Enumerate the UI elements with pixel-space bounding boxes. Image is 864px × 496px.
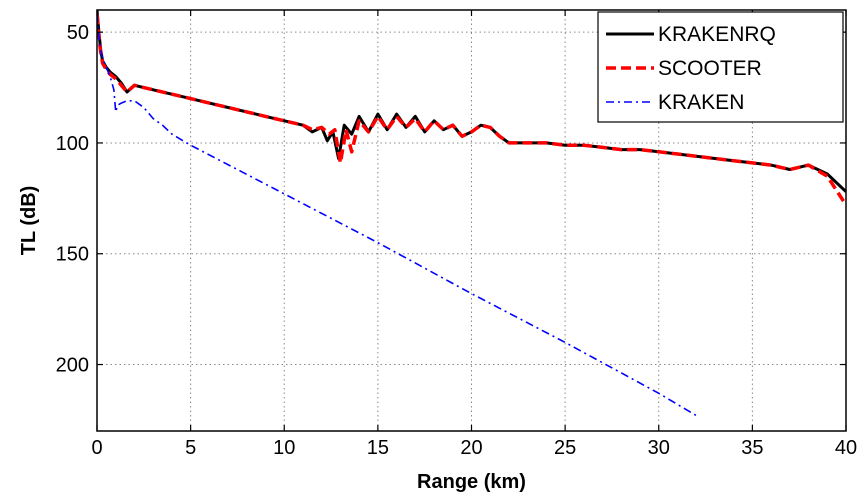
x-tick-label: 30 [648, 437, 670, 459]
x-tick-label: 5 [185, 437, 196, 459]
x-tick-label: 40 [835, 437, 857, 459]
series-layer [97, 10, 846, 417]
y-tick-label: 150 [56, 244, 89, 266]
y-tick-label: 200 [56, 355, 89, 377]
legend-label: KRAKENRQ [658, 23, 776, 46]
y-tick-label: 50 [67, 22, 89, 44]
x-tick-label: 10 [273, 437, 295, 459]
ticks: 0 5 10 15 20 25 30 35 40 50 100 150 200 [56, 10, 857, 459]
y-tick-label: 100 [56, 133, 89, 155]
legend-label: KRAKEN [658, 91, 744, 114]
x-axis-title: Range (km) [417, 471, 526, 493]
x-tick-label: 20 [460, 437, 482, 459]
y-axis-title: TL (dB) [18, 186, 40, 256]
x-tick-label: 25 [554, 437, 576, 459]
x-tick-label: 0 [91, 437, 102, 459]
legend: KRAKENRQ SCOOTER KRAKEN [597, 11, 844, 123]
x-tick-label: 35 [741, 437, 763, 459]
x-tick-label: 15 [367, 437, 389, 459]
grid [97, 10, 846, 431]
series-line-scooter [97, 14, 846, 206]
legend-label: SCOOTER [658, 57, 762, 80]
